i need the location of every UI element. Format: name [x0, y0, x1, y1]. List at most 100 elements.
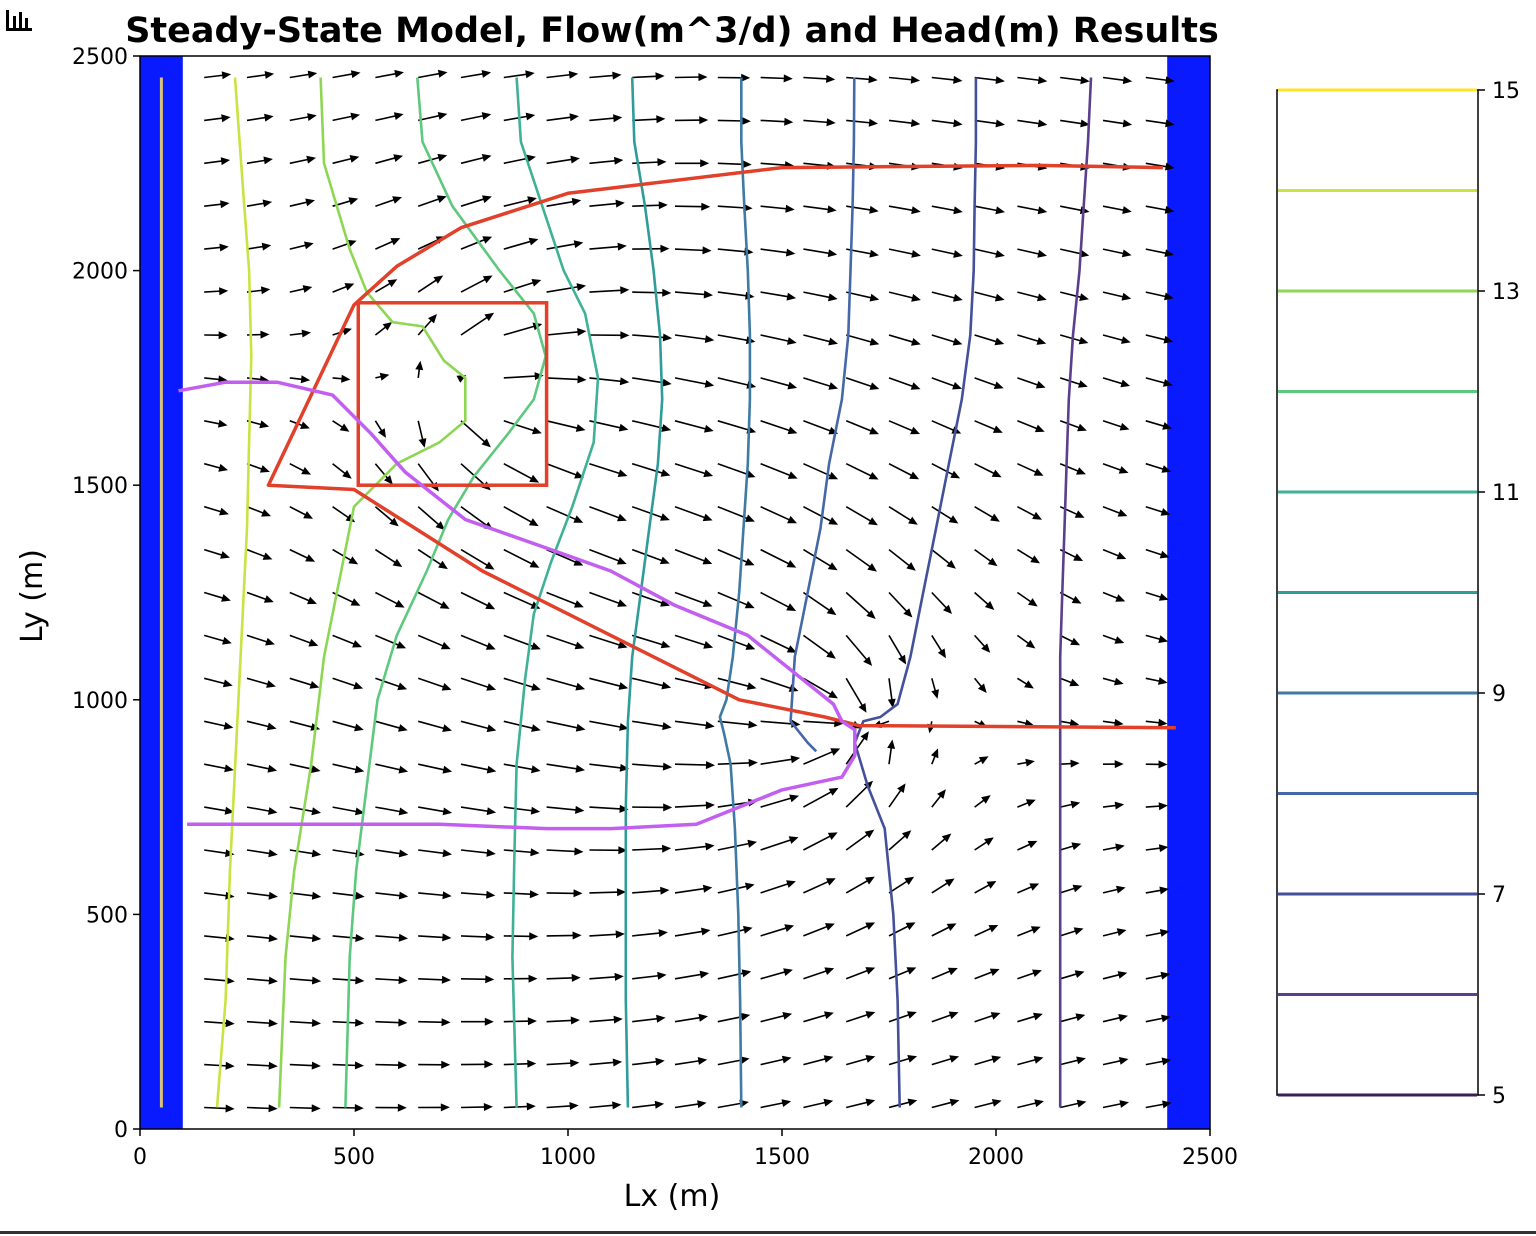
flow-arrow-head [1118, 1057, 1129, 1065]
flow-arrow-shaft [1017, 291, 1042, 299]
flow-arrow-head [570, 1059, 580, 1068]
flow-arrow-head [617, 469, 628, 477]
flow-arrow-shaft [931, 1057, 954, 1066]
flow-arrow-shaft [375, 1020, 402, 1024]
flow-arrow-head [991, 1099, 1002, 1107]
flow-arrow-shaft [204, 246, 223, 250]
flow-arrow-head [571, 197, 582, 206]
flow-arrow-shaft [246, 720, 271, 728]
flow-arrow-shaft [845, 1057, 870, 1066]
flow-arrow-shaft [931, 506, 954, 521]
flow-arrow [931, 205, 963, 215]
flow-arrow [974, 248, 1005, 258]
flow-arrow-head [662, 333, 673, 342]
flow-arrow [460, 70, 492, 79]
flow-arrow-shaft [674, 845, 709, 851]
flow-arrow-head [663, 803, 673, 812]
flow-arrow-head [221, 114, 231, 123]
flow-arrow-head [219, 287, 229, 296]
flow-arrow-head [398, 933, 408, 942]
flow-arrow-shaft [931, 548, 952, 566]
flow-arrow [332, 112, 360, 122]
flow-arrow-head [656, 115, 666, 124]
flow-arrow-head [1165, 162, 1175, 171]
flow-arrow-shaft [546, 462, 579, 477]
flow-arrow-head [699, 116, 709, 125]
flow-arrow-head [428, 314, 437, 324]
flow-arrow-head [698, 1013, 708, 1022]
flow-arrow-head [526, 154, 536, 163]
flow-arrow-head [953, 75, 963, 84]
flow-arrow [674, 334, 715, 343]
flow-arrow-head [440, 641, 451, 650]
flow-arrow-shaft [631, 591, 665, 605]
flow-arrow [760, 924, 795, 937]
flow-arrow-head [265, 637, 275, 646]
flow-arrow-head [1158, 718, 1168, 727]
flow-arrow [717, 925, 753, 937]
flow-arrow-head [787, 337, 797, 345]
flow-arrow [845, 1011, 876, 1023]
flow-arrow [974, 76, 1005, 84]
flow-arrow-shaft [204, 159, 225, 165]
flow-arrow [845, 506, 878, 526]
flow-arrow-head [703, 290, 713, 299]
flow-arrow [460, 420, 491, 448]
flow-arrow [674, 801, 715, 810]
flow-arrow-head [937, 648, 946, 659]
flow-arrow-shaft [589, 1018, 617, 1023]
flow-arrow [632, 1014, 666, 1023]
flow-arrow-shaft [374, 463, 390, 481]
bar-chart-icon[interactable] [5, 6, 33, 32]
flow-arrow-head [221, 71, 232, 80]
flow-arrow [289, 976, 322, 985]
flow-arrow [1059, 927, 1084, 937]
flow-arrow-head [1037, 119, 1048, 128]
flow-arrow-head [659, 556, 670, 565]
flow-arrow-head [301, 329, 311, 338]
flow-arrow-shaft [1102, 930, 1121, 937]
flow-arrow [888, 1098, 918, 1109]
flow-arrow-head [302, 285, 313, 293]
flow-arrow [1060, 1056, 1086, 1066]
flow-arrow-shaft [803, 377, 833, 388]
flow-arrow [1102, 505, 1128, 517]
flow-arrow [460, 195, 492, 207]
flow-arrow-head [398, 976, 408, 985]
flow-arrow [845, 634, 873, 666]
flow-arrow-head [702, 513, 713, 522]
flow-arrow-shaft [289, 935, 316, 940]
flow-arrow-shaft [375, 677, 402, 689]
flow-arrow-shaft [1102, 291, 1126, 299]
flow-arrow-head [225, 1061, 235, 1070]
flow-arrow [332, 1061, 364, 1070]
flow-arrow [503, 890, 539, 899]
flow-arrow-head [702, 246, 712, 255]
flow-arrow-head [745, 642, 756, 650]
flow-arrow [931, 789, 946, 808]
flow-arrow [888, 1011, 917, 1023]
flow-arrow-head [393, 112, 404, 120]
flow-arrow-shaft [760, 334, 791, 343]
flow-arrow-head [993, 381, 1004, 389]
flow-arrow [246, 934, 278, 943]
flow-arrow-head [392, 196, 402, 204]
flow-arrow [546, 591, 584, 608]
flow-arrow [888, 462, 920, 480]
flow-arrow-shaft [503, 763, 535, 771]
flow-arrow [803, 923, 835, 937]
flow-arrow-shaft [246, 1020, 272, 1025]
flow-arrow-shaft [332, 677, 358, 688]
flow-arrow [289, 763, 321, 773]
flow-arrow [1102, 1014, 1128, 1023]
flow-arrow [974, 334, 1005, 346]
flow-arrow [931, 75, 963, 84]
flow-arrow-shaft [332, 806, 359, 813]
flow-arrow-shaft [717, 420, 751, 432]
flow-arrow [1145, 119, 1175, 128]
flow-arrow [931, 462, 961, 479]
flow-arrow [1102, 677, 1124, 686]
flow-arrow-shaft [1145, 462, 1166, 471]
flow-arrow [803, 118, 836, 127]
flow-arrow-shaft [974, 548, 994, 564]
